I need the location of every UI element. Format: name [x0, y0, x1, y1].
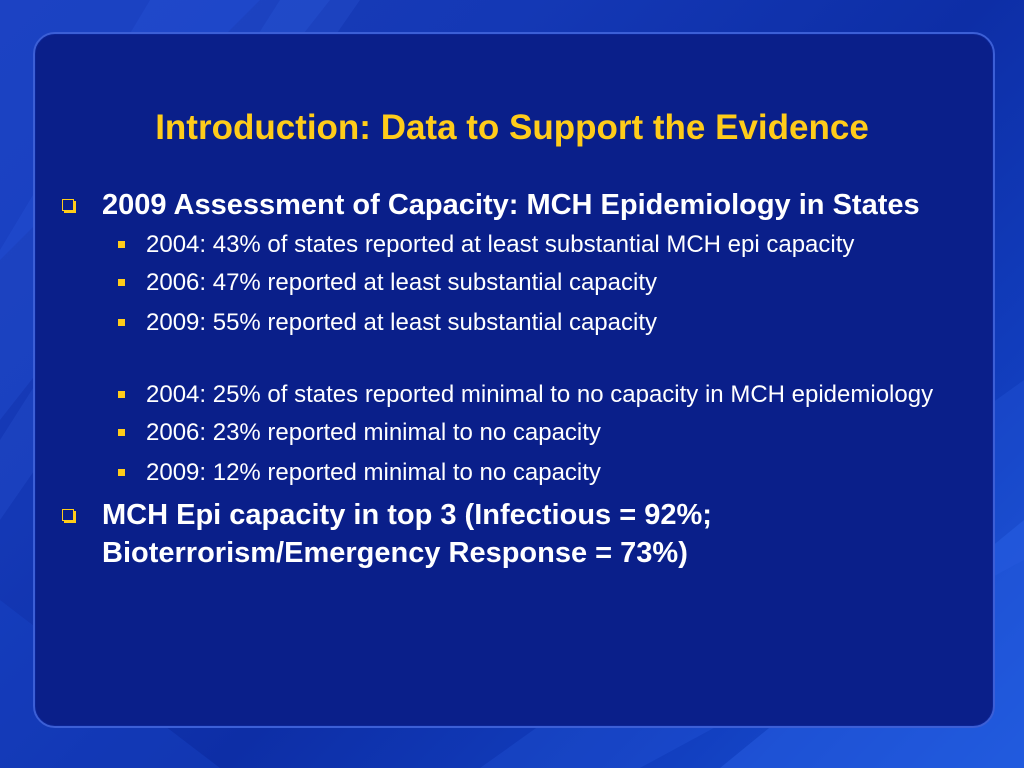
sub-bullet-2006-substantial: 2006: 47% reported at least substantial …: [60, 266, 960, 300]
square-bullet-icon: [118, 429, 125, 436]
content-panel: [33, 32, 995, 728]
bullet-text: MCH Epi capacity in top 3 (Infectious = …: [102, 499, 712, 569]
hollow-square-bullet-icon: [62, 509, 74, 521]
square-bullet-icon: [118, 319, 125, 326]
bullet-list: 2009 Assessment of Capacity: MCH Epidemi…: [60, 186, 960, 572]
sub-bullet-text: 2006: 23% reported minimal to no capacit…: [146, 419, 601, 446]
square-bullet-icon: [118, 391, 125, 398]
sub-bullet-text: 2009: 55% reported at least substantial …: [146, 309, 657, 336]
sub-bullet-text: 2006: 47% reported at least substantial …: [146, 269, 657, 296]
square-bullet-icon: [118, 241, 125, 248]
sub-bullet-2004-minimal: 2004: 25% of states reported minimal to …: [60, 378, 960, 412]
hollow-square-bullet-icon: [62, 199, 74, 211]
sub-bullet-2009-substantial: 2009: 55% reported at least substantial …: [60, 306, 960, 340]
bullet-item-assessment: 2009 Assessment of Capacity: MCH Epidemi…: [60, 186, 960, 224]
sub-bullet-text: 2004: 43% of states reported at least su…: [146, 231, 855, 258]
sub-bullet-2006-minimal: 2006: 23% reported minimal to no capacit…: [60, 416, 960, 450]
square-bullet-icon: [118, 279, 125, 286]
sub-bullet-2009-minimal: 2009: 12% reported minimal to no capacit…: [60, 456, 960, 490]
bullet-text: 2009 Assessment of Capacity: MCH Epidemi…: [102, 189, 920, 221]
bullet-item-top3: MCH Epi capacity in top 3 (Infectious = …: [60, 496, 960, 572]
slide-title: Introduction: Data to Support the Eviden…: [155, 108, 869, 147]
square-bullet-icon: [118, 469, 125, 476]
sub-bullet-text: 2004: 25% of states reported minimal to …: [146, 381, 934, 408]
sub-bullet-text: 2009: 12% reported minimal to no capacit…: [146, 459, 601, 486]
sub-bullet-2004-substantial: 2004: 43% of states reported at least su…: [60, 228, 960, 262]
